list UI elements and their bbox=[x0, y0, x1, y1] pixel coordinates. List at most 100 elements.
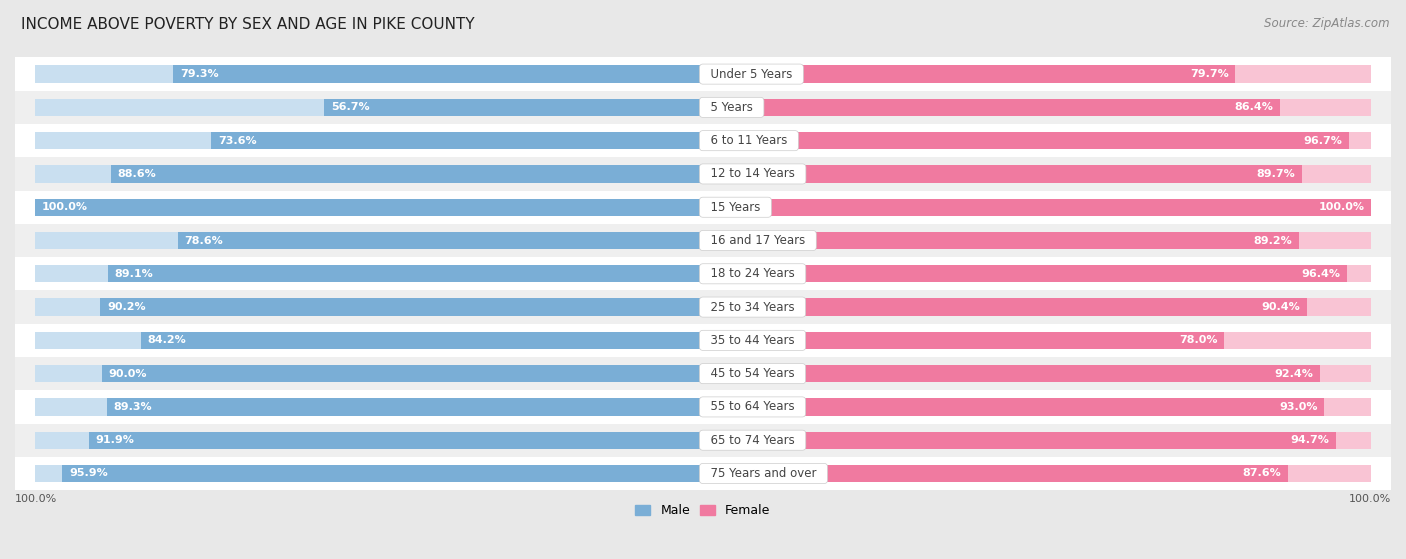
Bar bbox=[703, 265, 1347, 282]
Text: 89.3%: 89.3% bbox=[114, 402, 152, 412]
Text: 88.6%: 88.6% bbox=[118, 169, 156, 179]
Text: 55 to 64 Years: 55 to 64 Years bbox=[703, 400, 803, 414]
Text: 75 Years and over: 75 Years and over bbox=[703, 467, 824, 480]
Bar bbox=[111, 165, 703, 183]
Bar bbox=[703, 331, 1371, 349]
Bar bbox=[35, 365, 703, 382]
Bar bbox=[703, 99, 1371, 116]
Text: 18 to 24 Years: 18 to 24 Years bbox=[703, 267, 803, 280]
Bar bbox=[703, 299, 1371, 316]
Bar bbox=[35, 198, 703, 216]
Bar bbox=[179, 232, 703, 249]
Bar bbox=[15, 424, 1391, 457]
Text: 89.2%: 89.2% bbox=[1253, 235, 1292, 245]
Bar bbox=[703, 398, 1371, 415]
Bar bbox=[35, 232, 703, 249]
Bar bbox=[15, 324, 1391, 357]
Bar bbox=[101, 365, 703, 382]
Text: Source: ZipAtlas.com: Source: ZipAtlas.com bbox=[1264, 17, 1389, 30]
Bar bbox=[703, 299, 1306, 316]
Bar bbox=[325, 99, 703, 116]
Bar bbox=[703, 132, 1371, 149]
Text: 79.3%: 79.3% bbox=[180, 69, 218, 79]
Bar bbox=[35, 65, 703, 83]
Bar bbox=[35, 165, 703, 183]
Bar bbox=[15, 58, 1391, 91]
Text: 15 Years: 15 Years bbox=[703, 201, 768, 214]
Text: 90.2%: 90.2% bbox=[107, 302, 146, 312]
Bar bbox=[35, 432, 703, 449]
Text: 89.1%: 89.1% bbox=[114, 269, 153, 279]
Bar bbox=[35, 265, 703, 282]
Text: 89.7%: 89.7% bbox=[1257, 169, 1295, 179]
Bar bbox=[703, 232, 1371, 249]
Bar bbox=[35, 299, 703, 316]
Text: 12 to 14 Years: 12 to 14 Years bbox=[703, 168, 803, 181]
Text: 92.4%: 92.4% bbox=[1275, 368, 1313, 378]
Bar bbox=[35, 99, 703, 116]
Text: INCOME ABOVE POVERTY BY SEX AND AGE IN PIKE COUNTY: INCOME ABOVE POVERTY BY SEX AND AGE IN P… bbox=[21, 17, 475, 32]
Bar bbox=[15, 157, 1391, 191]
Text: 78.6%: 78.6% bbox=[184, 235, 224, 245]
Text: 5 Years: 5 Years bbox=[703, 101, 761, 114]
Bar bbox=[703, 198, 1371, 216]
Bar bbox=[703, 365, 1320, 382]
Bar bbox=[703, 232, 1299, 249]
Text: 78.0%: 78.0% bbox=[1178, 335, 1218, 345]
Bar bbox=[15, 291, 1391, 324]
Bar bbox=[15, 257, 1391, 291]
Bar bbox=[15, 357, 1391, 390]
Text: 35 to 44 Years: 35 to 44 Years bbox=[703, 334, 803, 347]
Text: 100.0%: 100.0% bbox=[1348, 494, 1391, 504]
Bar bbox=[703, 465, 1371, 482]
Bar bbox=[703, 365, 1371, 382]
Bar bbox=[15, 390, 1391, 424]
Text: 96.7%: 96.7% bbox=[1303, 136, 1343, 146]
Bar bbox=[703, 132, 1348, 149]
Text: 56.7%: 56.7% bbox=[330, 102, 370, 112]
Bar bbox=[15, 457, 1391, 490]
Text: 90.4%: 90.4% bbox=[1261, 302, 1301, 312]
Bar bbox=[703, 198, 1371, 216]
Text: 86.4%: 86.4% bbox=[1234, 102, 1274, 112]
Bar bbox=[108, 265, 703, 282]
Text: 73.6%: 73.6% bbox=[218, 136, 257, 146]
Text: 100.0%: 100.0% bbox=[42, 202, 87, 212]
Bar bbox=[703, 432, 1371, 449]
Bar bbox=[173, 65, 703, 83]
Text: 93.0%: 93.0% bbox=[1279, 402, 1317, 412]
Text: 94.7%: 94.7% bbox=[1289, 435, 1329, 445]
Text: 25 to 34 Years: 25 to 34 Years bbox=[703, 301, 803, 314]
Bar bbox=[107, 398, 703, 415]
Bar bbox=[15, 91, 1391, 124]
Bar bbox=[703, 331, 1225, 349]
Text: 100.0%: 100.0% bbox=[15, 494, 58, 504]
Bar bbox=[703, 165, 1371, 183]
Bar bbox=[35, 198, 703, 216]
Text: 95.9%: 95.9% bbox=[69, 468, 108, 479]
Bar bbox=[62, 465, 703, 482]
Bar bbox=[703, 65, 1236, 83]
Bar bbox=[15, 191, 1391, 224]
Bar bbox=[15, 224, 1391, 257]
Bar bbox=[703, 165, 1302, 183]
Text: 90.0%: 90.0% bbox=[108, 368, 148, 378]
Bar bbox=[703, 465, 1288, 482]
Text: 79.7%: 79.7% bbox=[1189, 69, 1229, 79]
Bar bbox=[703, 65, 1371, 83]
Text: 96.4%: 96.4% bbox=[1301, 269, 1340, 279]
Bar bbox=[35, 132, 703, 149]
Bar bbox=[211, 132, 703, 149]
Text: 91.9%: 91.9% bbox=[96, 435, 135, 445]
Text: 65 to 74 Years: 65 to 74 Years bbox=[703, 434, 803, 447]
Text: 87.6%: 87.6% bbox=[1243, 468, 1281, 479]
Bar bbox=[703, 398, 1324, 415]
Text: 6 to 11 Years: 6 to 11 Years bbox=[703, 134, 794, 147]
Text: 100.0%: 100.0% bbox=[1319, 202, 1364, 212]
Text: 45 to 54 Years: 45 to 54 Years bbox=[703, 367, 803, 380]
Text: Under 5 Years: Under 5 Years bbox=[703, 68, 800, 80]
Legend: Male, Female: Male, Female bbox=[630, 499, 776, 522]
Bar bbox=[35, 331, 703, 349]
Text: 16 and 17 Years: 16 and 17 Years bbox=[703, 234, 813, 247]
Bar bbox=[141, 331, 703, 349]
